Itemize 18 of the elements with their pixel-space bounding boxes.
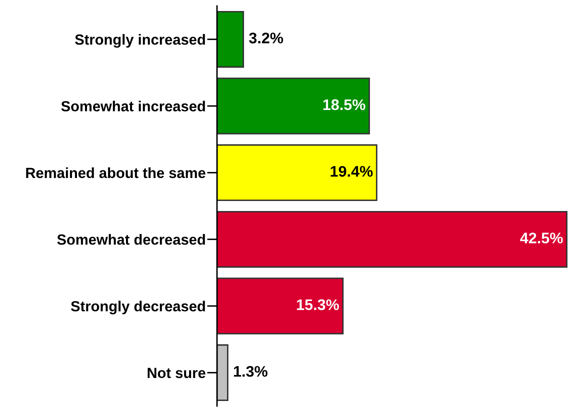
- bar: [217, 144, 378, 202]
- data-label: 42.5%: [520, 232, 563, 244]
- y-tick-label: Remained about the same: [26, 167, 206, 178]
- y-tick-label: Somewhat increased: [61, 100, 205, 112]
- data-label: 1.3%: [234, 366, 268, 377]
- y-tick-label: Strongly increased: [75, 34, 205, 48]
- y-tick-label: Not sure: [148, 368, 206, 378]
- bar: [217, 210, 568, 268]
- y-tick-label: Somewhat decreased: [57, 234, 205, 245]
- bar: [217, 10, 244, 68]
- bar: [217, 78, 370, 134]
- bar: [217, 344, 228, 402]
- data-label: 19.4%: [330, 166, 373, 177]
- data-label: 18.5%: [323, 99, 366, 110]
- bar: [217, 278, 344, 334]
- y-tick-label: Strongly decreased: [70, 300, 205, 314]
- data-label: 3.2%: [249, 32, 284, 44]
- data-label: 15.3%: [297, 299, 339, 310]
